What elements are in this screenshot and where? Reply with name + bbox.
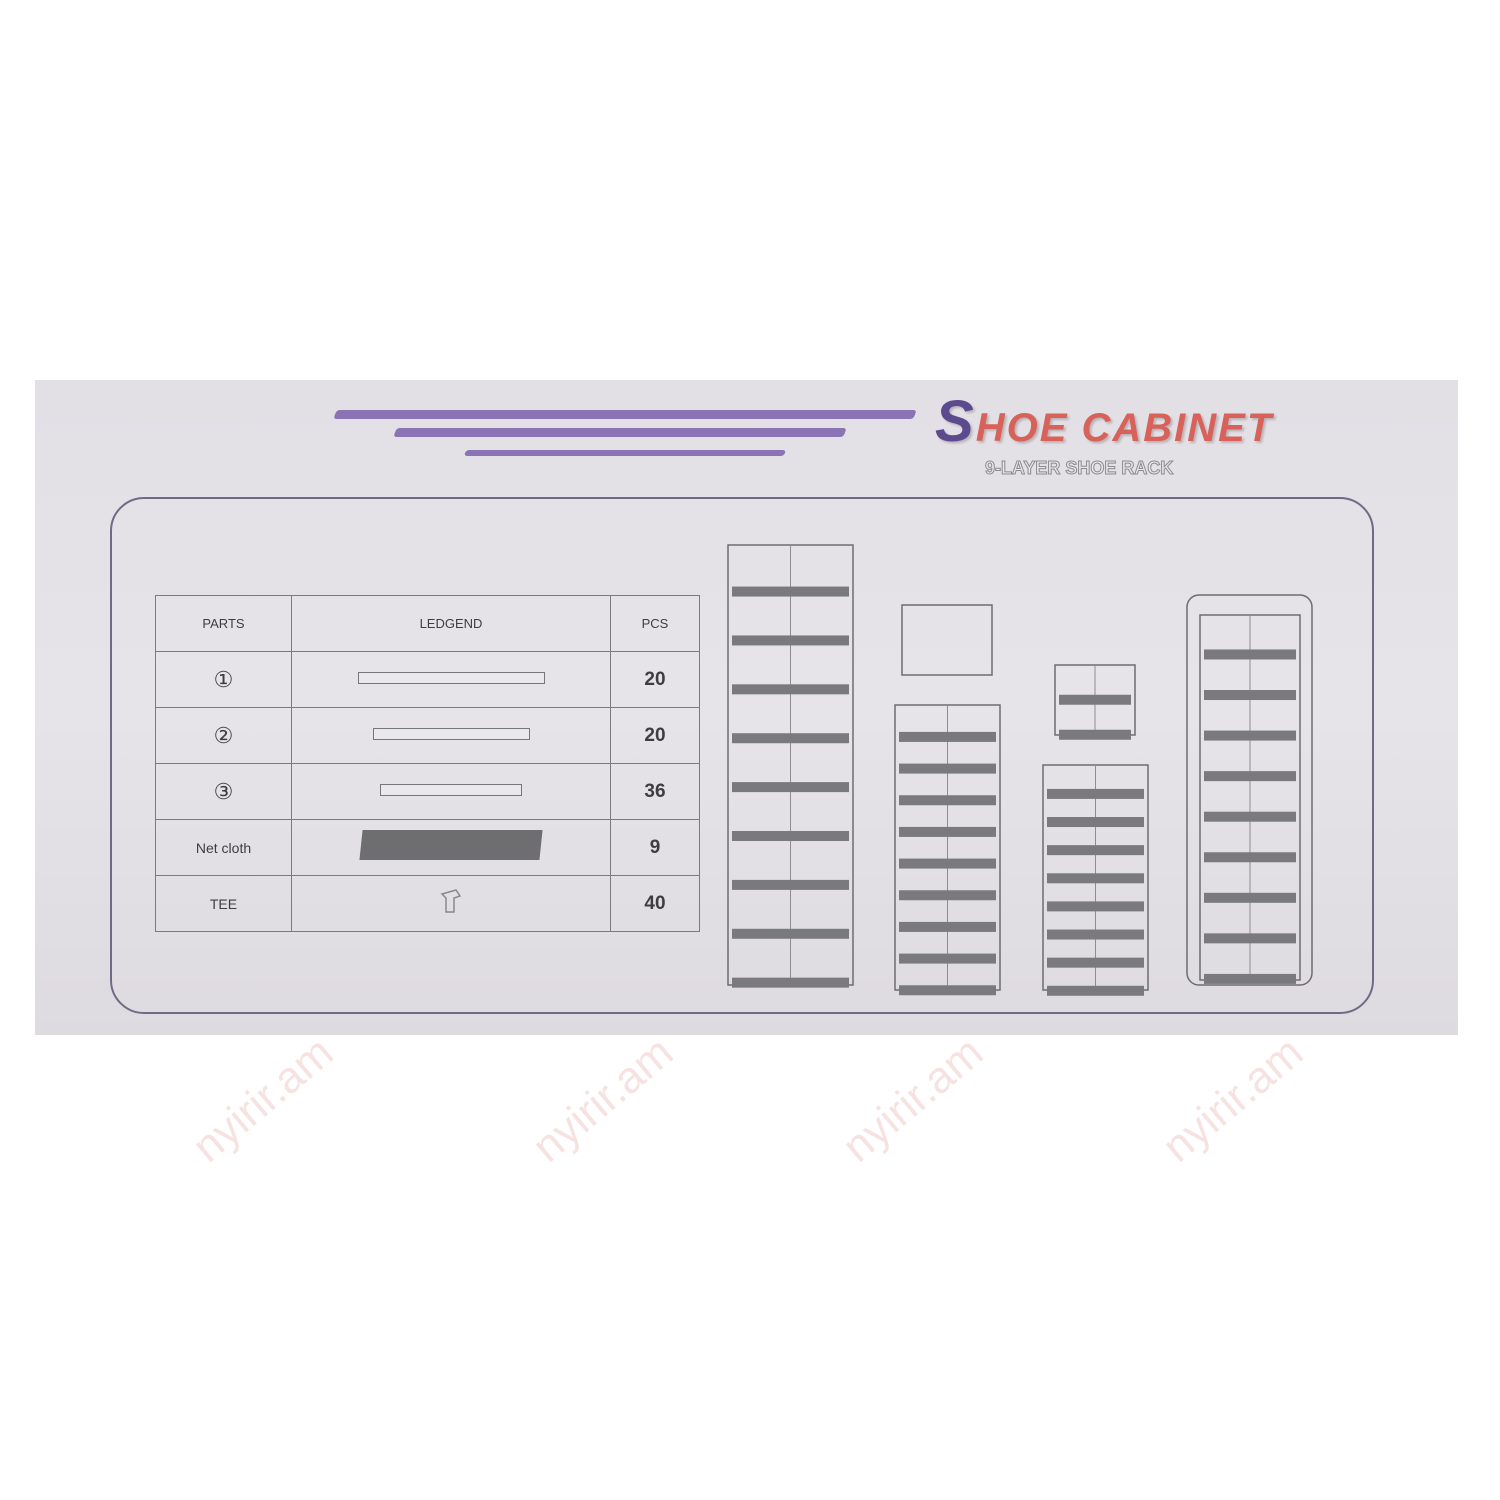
shelf: [1047, 788, 1144, 799]
shelf: [899, 731, 996, 742]
shelf: [899, 921, 996, 932]
column-header-legend: LEDGEND: [291, 595, 611, 652]
tee-connector-icon: [440, 889, 462, 913]
shelf: [732, 733, 849, 744]
title-initial: S: [935, 389, 976, 454]
shelf: [1204, 933, 1296, 944]
product-title: SHOE CABINET: [935, 392, 1273, 452]
shelf: [732, 635, 849, 646]
shelf: [899, 763, 996, 774]
product-subtitle: 9-LAYER SHOE RACK: [984, 458, 1174, 479]
long-tube-icon: [357, 671, 545, 684]
shelf: [1204, 852, 1296, 863]
shelf: [1204, 892, 1296, 903]
shelf: [732, 831, 849, 841]
shelf: [899, 953, 996, 964]
table-row: Net cloth 9: [155, 819, 700, 876]
shelf: [899, 795, 996, 806]
rack-illustrations: [727, 544, 1313, 996]
shelf: [1059, 694, 1131, 705]
shelf: [1047, 817, 1144, 828]
pcs-value: 36: [610, 763, 700, 820]
short-tube-icon: [380, 783, 522, 796]
part-label: Net cloth: [155, 819, 292, 876]
shelf: [899, 985, 996, 996]
shelf: [899, 890, 996, 901]
watermark: nyirir.am: [1153, 1027, 1313, 1172]
part-label: TEE: [155, 875, 292, 932]
shelf: [1047, 929, 1144, 940]
shelf: [1059, 729, 1131, 740]
shelf: [1204, 730, 1296, 741]
column-header-parts: PARTS: [155, 595, 292, 652]
part-label: ③: [155, 763, 292, 820]
shelf: [1204, 649, 1296, 660]
table-row: TEE 40: [155, 875, 700, 932]
shelf: [732, 977, 849, 988]
parts-table: PARTS LEDGEND PCS ① 20 ② 20 ③ 36 Net clo…: [155, 595, 700, 932]
medium-tube-icon: [372, 727, 530, 740]
watermark: nyirir.am: [183, 1027, 343, 1172]
shelf: [732, 782, 849, 793]
shelf: [1047, 985, 1144, 996]
shelf: [899, 826, 996, 837]
table-row: ② 20: [155, 707, 700, 764]
shelf: [732, 879, 849, 890]
legend-cell: [291, 707, 611, 764]
shelf: [1204, 771, 1296, 782]
diagram-frame: [110, 497, 1374, 1014]
shelf: [1047, 845, 1144, 856]
part-label: ①: [155, 651, 292, 708]
shelf: [1204, 973, 1296, 984]
shelf: [1204, 811, 1296, 822]
title-rest: HOE CABINET: [975, 406, 1274, 450]
rack-cover-top: [901, 604, 993, 676]
covered-rack-outline: [1186, 594, 1313, 986]
product-box-panel: SHOE CABINET 9-LAYER SHOE RACK PARTS LED…: [35, 380, 1458, 1035]
shelf: [732, 928, 849, 939]
pcs-value: 40: [610, 875, 700, 932]
table-header-row: PARTS LEDGEND PCS: [155, 595, 700, 652]
watermark: nyirir.am: [523, 1027, 683, 1172]
shelf: [1047, 901, 1144, 912]
shelf: [732, 684, 849, 695]
table-row: ① 20: [155, 651, 700, 708]
legend-cell: [291, 651, 611, 708]
shelf: [1204, 690, 1296, 701]
shelf: [732, 586, 849, 597]
shelf: [1047, 957, 1144, 968]
watermark: nyirir.am: [833, 1027, 993, 1172]
legend-cell: [291, 875, 611, 932]
shelf: [899, 858, 996, 869]
shelf: [1047, 873, 1144, 884]
